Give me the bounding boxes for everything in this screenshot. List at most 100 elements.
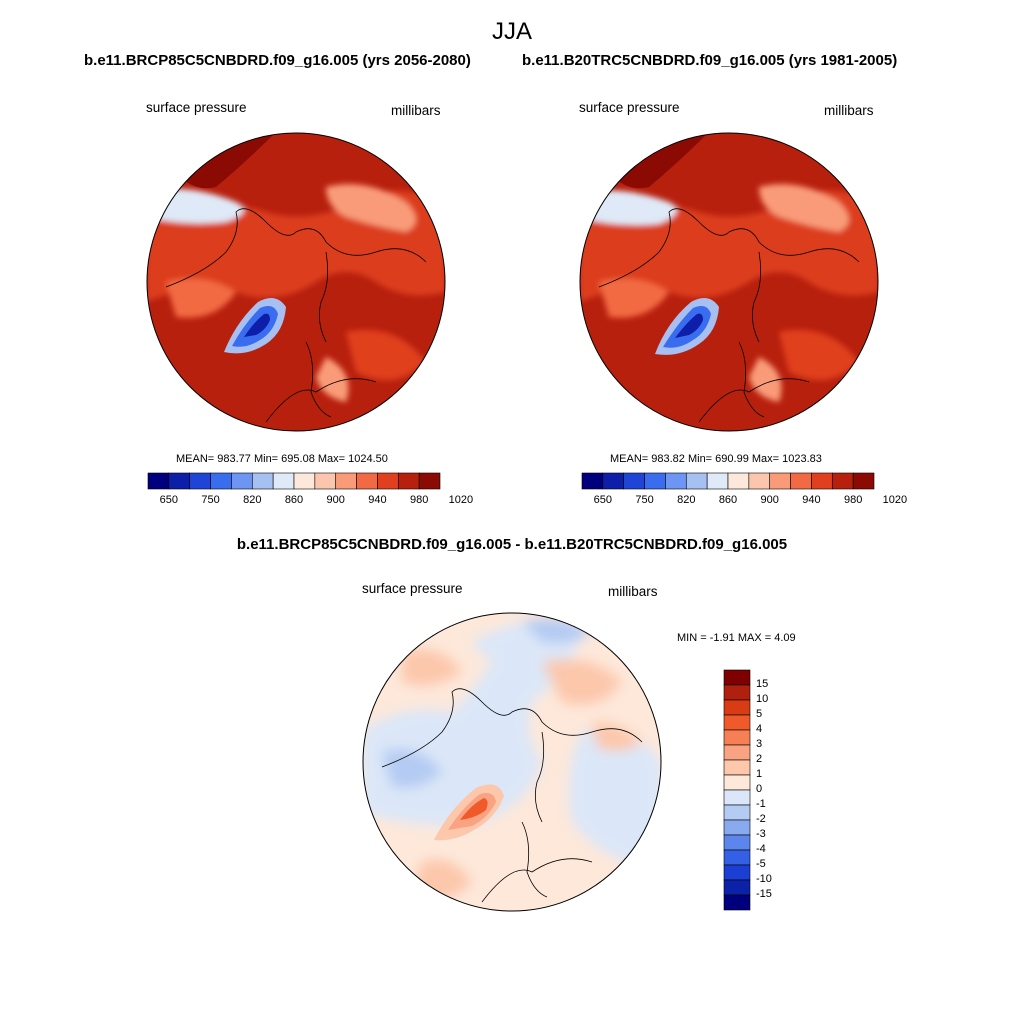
diff-colorbar-tick-label: 3 <box>756 738 763 750</box>
diff-colorbar-swatch <box>723 834 751 851</box>
diff-colorbar-tick-label: 10 <box>756 693 769 705</box>
diff-colorbar-swatch <box>723 894 751 911</box>
diff-colorbar-tick-label: -15 <box>756 888 772 900</box>
diff-colorbar-tick-label: 2 <box>756 753 763 765</box>
diff-colorbar-swatch <box>723 729 751 746</box>
diff-colorbar-tick-label: 5 <box>756 708 763 720</box>
left-colorbar-swatch <box>377 472 399 490</box>
right-units-label: millibars <box>824 103 874 118</box>
diff-colorbar-swatch <box>723 774 751 791</box>
left-map-border <box>146 132 446 432</box>
right-colorbar-swatch <box>748 472 771 490</box>
diff-colorbar-swatch <box>723 669 751 686</box>
right-field <box>580 133 878 431</box>
diff-coastlines <box>381 688 643 903</box>
diff-colorbar-swatch <box>723 714 751 731</box>
diff-colorbar-tick-label: -1 <box>756 798 766 810</box>
left-colorbar-tick-label: 650 <box>159 494 179 506</box>
diff-colorbar-swatch <box>723 864 751 881</box>
diff-colorbar-swatch <box>723 879 751 896</box>
diff-units-label: millibars <box>608 584 658 599</box>
right-colorbar-swatch <box>769 472 791 490</box>
right-colorbar-swatch <box>852 472 875 490</box>
diff-greenland-high <box>434 784 504 841</box>
diff-variable-label: surface pressure <box>362 581 463 596</box>
right-map-border <box>579 132 879 432</box>
left-colorbar-swatch <box>356 472 378 490</box>
left-colorbar-tick-label: 820 <box>243 494 262 506</box>
left-greenland-low <box>224 298 286 354</box>
right-colorbar-tick-label: 1020 <box>882 494 908 506</box>
diff-colorbar-swatch <box>723 684 751 701</box>
left-colorbar-swatch <box>314 472 337 490</box>
right-colorbar-tick-label: 940 <box>802 494 821 506</box>
left-colorbar-tick-label: 980 <box>409 494 429 506</box>
right-colorbar-swatch <box>706 472 729 490</box>
right-polar-map <box>579 132 879 432</box>
diff-colorbar-swatch <box>723 759 751 776</box>
diff-colorbar-tick-label: 1 <box>756 768 763 780</box>
left-colorbar-swatch <box>293 472 316 490</box>
diff-minmax: MIN = -1.91 MAX = 4.09 <box>677 632 796 644</box>
right-colorbar-tick-label: 900 <box>760 494 779 506</box>
left-colorbar-tick-label: 750 <box>201 494 220 506</box>
right-colorbar-swatch <box>581 472 604 490</box>
right-colorbar-tick-label: 650 <box>593 494 613 506</box>
right-colorbar-tick-label: 750 <box>635 494 654 506</box>
diff-field <box>363 613 661 911</box>
left-colorbar-swatch <box>231 472 253 490</box>
diff-colorbar-tick-label: 0 <box>756 783 763 795</box>
right-colorbar <box>581 472 875 490</box>
diff-colorbar-tick-label: -4 <box>756 843 766 855</box>
right-colorbar-swatch <box>831 472 854 490</box>
left-colorbar-swatch <box>168 472 191 490</box>
right-colorbar-ticks: 650 750 820 860 900 940 980 1020 <box>582 494 907 508</box>
diff-colorbar-swatch <box>723 789 751 806</box>
diff-colorbar-ticks: 15 10 5 4 3 2 1 0 -1 -2 -3 -4 -5 -10 -15 <box>756 670 796 910</box>
right-colorbar-swatch <box>602 472 625 490</box>
right-colorbar-swatch <box>790 472 812 490</box>
left-colorbar-tick-label: 900 <box>326 494 345 506</box>
right-colorbar-swatch <box>665 472 687 490</box>
right-colorbar-swatch <box>727 472 750 490</box>
left-colorbar-swatch <box>210 472 232 490</box>
left-colorbar-swatch <box>272 472 295 490</box>
diff-colorbar-swatch <box>723 744 751 761</box>
diff-map-border <box>362 612 662 912</box>
right-greenland-low <box>655 298 719 355</box>
figure-title: JJA <box>491 18 532 45</box>
diff-colorbar <box>723 669 751 911</box>
diff-colorbar-tick-label: 15 <box>756 678 769 690</box>
left-colorbar <box>147 472 441 490</box>
right-coastlines <box>598 208 860 423</box>
right-colorbar-tick-label: 860 <box>718 494 738 506</box>
right-colorbar-swatch <box>644 472 666 490</box>
right-colorbar-tick-label: 820 <box>677 494 696 506</box>
diff-colorbar-tick-label: -10 <box>756 873 772 885</box>
diff-polar-map <box>362 612 662 912</box>
left-polar-map <box>146 132 446 432</box>
diff-colorbar-tick-label: 4 <box>756 723 763 735</box>
right-variable-label: surface pressure <box>579 100 680 115</box>
left-colorbar-swatch <box>147 472 170 490</box>
left-units-label: millibars <box>391 103 441 118</box>
diff-colorbar-tick-label: -2 <box>756 813 766 825</box>
left-coastlines <box>165 208 427 423</box>
left-colorbar-swatch <box>418 472 441 490</box>
right-colorbar-swatch <box>685 472 708 490</box>
left-colorbar-tick-label: 860 <box>284 494 304 506</box>
left-colorbar-tick-label: 940 <box>368 494 387 506</box>
diff-colorbar-swatch <box>723 819 751 836</box>
left-colorbar-ticks: 650 750 820 860 900 940 980 1020 <box>148 494 473 508</box>
left-colorbar-tick-label: 1020 <box>448 494 474 506</box>
right-stats: MEAN= 983.82 Min= 690.99 Max= 1023.83 <box>610 453 822 465</box>
left-colorbar-swatch <box>189 472 211 490</box>
diff-colorbar-swatch <box>723 804 751 821</box>
right-colorbar-swatch <box>623 472 645 490</box>
diff-colorbar-tick-label: -3 <box>756 828 766 840</box>
difference-title: b.e11.BRCP85C5CNBDRD.f09_g16.005 - b.e11… <box>236 536 788 553</box>
left-field <box>147 133 445 431</box>
left-colorbar-swatch <box>251 472 274 490</box>
left-stats: MEAN= 983.77 Min= 695.08 Max= 1024.50 <box>176 453 388 465</box>
left-colorbar-swatch <box>397 472 420 490</box>
